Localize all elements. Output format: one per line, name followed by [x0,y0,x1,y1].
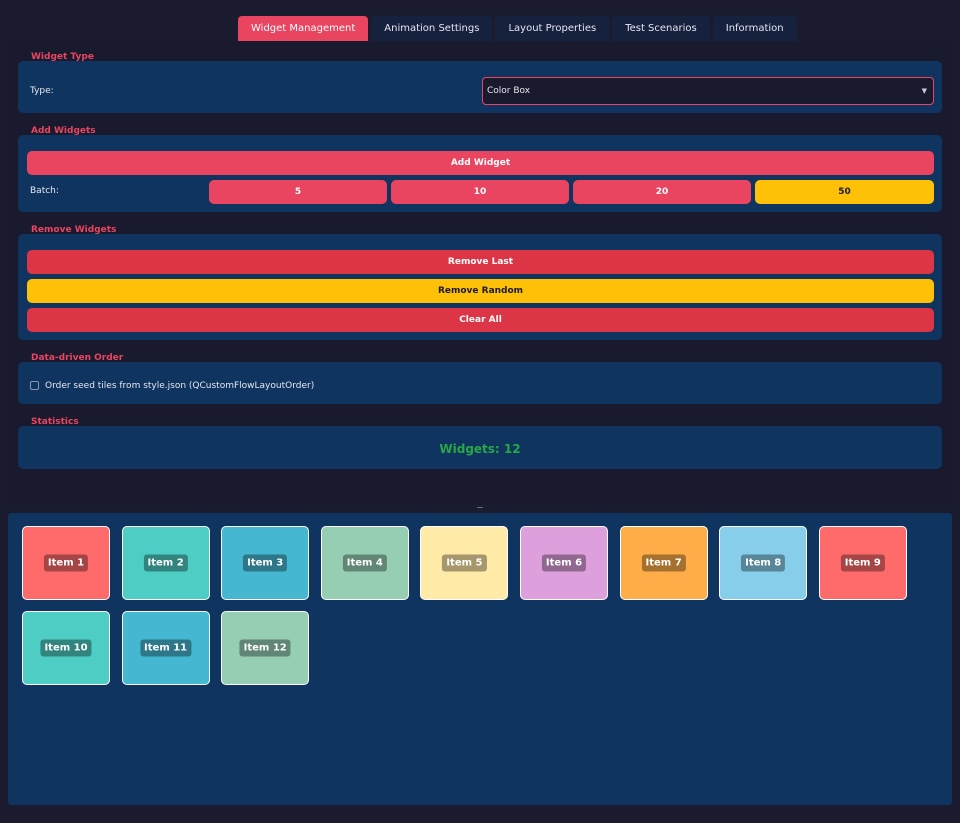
widget-type-select[interactable]: Color Box ▼ [482,77,934,105]
batch-5-button[interactable]: 5 [209,180,387,204]
flow-layout-area: Item 1 Item 2 Item 3 Item 4 Item 5 Item 6 Item… [8,513,952,805]
batch-10-button[interactable]: 10 [391,180,569,204]
color-box-tile[interactable]: Item 2 [121,526,210,600]
tile-label: Item 2 [143,554,188,572]
remove-random-button[interactable]: Remove Random [27,279,934,303]
tab-information[interactable]: Information [712,16,797,42]
data-order-group [18,362,942,404]
statistics-group [18,426,942,469]
tab-test-scenarios[interactable]: Test Scenarios [612,16,710,42]
tab-animation-settings[interactable]: Animation Settings [371,16,493,42]
order-seed-checkbox-label[interactable]: Order seed tiles from style.json (QCusto… [45,381,315,391]
tile-label: Item 8 [741,554,786,572]
type-label: Type: [30,86,54,96]
color-box-tile[interactable]: Item 9 [818,526,907,600]
tile-label: Item 3 [243,554,288,572]
data-order-title: Data-driven Order [31,353,124,363]
tile-label: Item 12 [239,639,291,657]
remove-last-button[interactable]: Remove Last [27,250,934,274]
statistics-title: Statistics [31,417,79,427]
order-seed-checkbox[interactable] [30,381,39,390]
tile-label: Item 6 [541,554,587,572]
color-box-tile[interactable]: Item 6 [520,526,608,600]
tab-layout-properties[interactable]: Layout Properties [495,16,610,42]
window-top-strip [0,0,960,14]
tile-label: Item 1 [43,554,89,572]
batch-label: Batch: [30,186,59,196]
widget-type-select-value: Color Box [487,86,531,96]
color-box-tile[interactable]: Item 11 [121,611,210,685]
clear-all-button[interactable]: Clear All [27,308,934,332]
tile-label: Item 11 [140,639,192,657]
color-box-tile[interactable]: Item 3 [221,526,310,600]
tile-label: Item 5 [442,554,487,572]
add-widget-button[interactable]: Add Widget [27,151,934,175]
remove-widgets-title: Remove Widgets [31,225,117,235]
tile-label: Item 4 [342,554,387,572]
batch-20-button[interactable]: 20 [573,180,751,204]
color-box-tile[interactable]: Item 12 [221,611,310,685]
color-box-tile[interactable]: Item 1 [22,526,110,600]
tab-widget-management[interactable]: Widget Management [238,16,369,42]
tile-label: Item 7 [641,554,686,572]
widget-type-title: Widget Type [31,52,94,62]
color-box-tile[interactable]: Item 7 [619,526,708,600]
color-box-tile[interactable]: Item 5 [420,526,509,600]
tab-bar: Widget Management Animation Settings Lay… [238,16,797,42]
chevron-down-icon: ▼ [921,87,927,95]
widget-count: Widgets: 12 [439,442,521,456]
splitter-handle[interactable] [477,507,483,508]
color-box-tile[interactable]: Item 8 [719,526,808,600]
tile-label: Item 9 [840,554,885,572]
color-box-tile[interactable]: Item 10 [22,611,110,685]
color-box-tile[interactable]: Item 4 [320,526,409,600]
tile-label: Item 10 [40,639,92,657]
add-widgets-title: Add Widgets [31,126,96,136]
window-bottom-strip [0,805,960,823]
batch-50-button[interactable]: 50 [755,180,934,204]
